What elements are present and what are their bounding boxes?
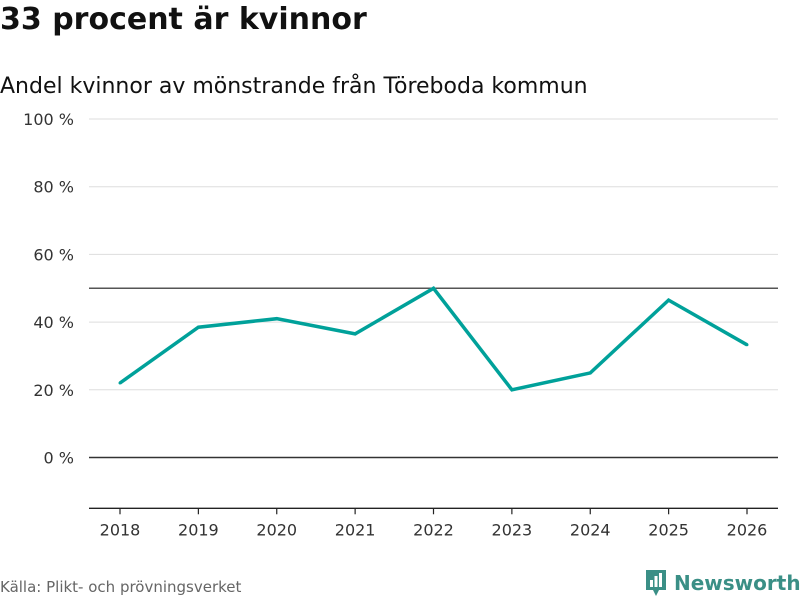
brand-name: Newsworthy xyxy=(674,571,800,595)
x-tick-label: 2021 xyxy=(335,520,376,539)
x-tick-label: 2018 xyxy=(100,520,141,539)
data-point xyxy=(588,371,592,375)
x-tick-label: 2023 xyxy=(492,520,533,539)
x-tick-label: 2024 xyxy=(570,520,611,539)
x-tick-label: 2020 xyxy=(256,520,297,539)
y-tick-label: 80 % xyxy=(33,178,74,197)
y-tick-label: 100 % xyxy=(23,110,74,129)
data-point xyxy=(118,381,122,385)
x-tick-label: 2022 xyxy=(413,520,454,539)
data-point xyxy=(510,388,514,392)
y-tick-label: 60 % xyxy=(33,245,74,264)
data-point xyxy=(196,325,200,329)
chart-subtitle: Andel kvinnor av mönstrande från Törebod… xyxy=(0,74,588,99)
chart-title: 33 procent är kvinnor xyxy=(0,2,367,37)
x-tick-label: 2025 xyxy=(648,520,689,539)
y-tick-label: 0 % xyxy=(44,449,74,468)
source-note: Källa: Plikt- och prövningsverket xyxy=(0,578,242,596)
data-point xyxy=(275,317,279,321)
x-tick-label: 2019 xyxy=(178,520,219,539)
brand-logo: Newsworthy xyxy=(644,568,800,598)
data-point xyxy=(745,343,749,347)
data-point xyxy=(432,286,435,290)
data-point xyxy=(667,298,671,302)
newsworthy-logo-icon xyxy=(646,570,666,596)
data-point xyxy=(353,332,357,336)
y-tick-label: 40 % xyxy=(33,313,74,332)
series-line xyxy=(118,286,748,392)
x-tick-label: 2026 xyxy=(727,520,768,539)
y-tick-label: 20 % xyxy=(33,381,74,400)
